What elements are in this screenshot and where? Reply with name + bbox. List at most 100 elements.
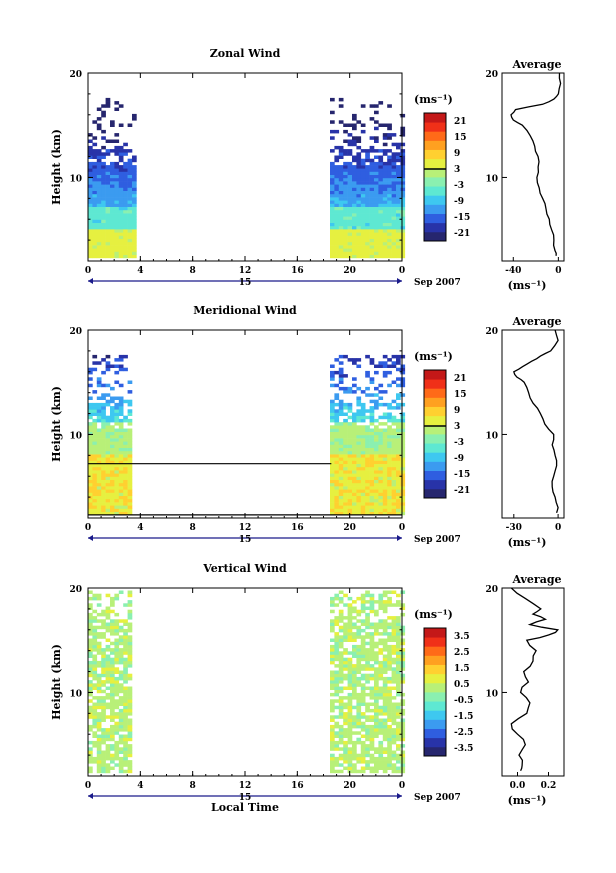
heatmap-cell	[369, 393, 375, 397]
heatmap-cell	[92, 502, 98, 506]
heatmap-cell	[400, 463, 406, 468]
heatmap-cell	[365, 760, 370, 764]
heatmap-cell	[132, 187, 137, 191]
heatmap-cell	[400, 482, 406, 487]
heatmap-cell	[374, 460, 379, 464]
heatmap-cell	[387, 479, 392, 484]
heatmap-cell	[343, 193, 348, 198]
heatmap-cell	[343, 715, 348, 719]
heatmap-cell	[118, 200, 124, 204]
heatmap-cell	[369, 651, 375, 655]
heatmap-cell	[114, 502, 120, 506]
heatmap-cell	[378, 181, 384, 185]
heatmap-cell	[347, 609, 353, 614]
heatmap-cell	[132, 245, 137, 249]
heatmap-cell	[347, 502, 353, 506]
heatmap-cell	[387, 209, 392, 214]
heatmap-cell	[374, 476, 379, 480]
heatmap-cell	[338, 505, 344, 509]
heatmap-cell	[400, 760, 406, 764]
heatmap-cell	[330, 219, 335, 223]
heatmap-cell	[356, 396, 362, 400]
heatmap-cell	[352, 450, 357, 455]
heatmap-cell	[92, 418, 98, 423]
heatmap-cell	[382, 712, 388, 716]
heatmap-cell	[387, 705, 392, 710]
heatmap-cell	[118, 219, 124, 223]
heatmap-cell	[330, 680, 335, 684]
heatmap-cell	[360, 638, 366, 642]
heatmap-cell	[369, 441, 375, 445]
heatmap-cell	[378, 161, 384, 166]
heatmap-cell	[360, 193, 366, 198]
heatmap-cell	[88, 193, 93, 198]
heatmap-cell	[400, 152, 406, 156]
heatmap-cell	[110, 689, 115, 694]
heatmap-cell	[92, 245, 98, 249]
heatmap-cell	[360, 740, 366, 745]
heatmap-cell	[338, 168, 344, 172]
heatmap-cell	[96, 705, 102, 710]
heatmap-cell	[356, 619, 362, 623]
heatmap-cell	[347, 606, 353, 610]
heatmap-cell	[105, 454, 111, 458]
heatmap-cell	[132, 222, 137, 227]
heatmap-cell	[365, 622, 370, 626]
heatmap-cell	[391, 763, 397, 767]
heatmap-cell	[88, 625, 93, 630]
heatmap-cell	[105, 473, 111, 477]
heatmap-cell	[127, 473, 133, 477]
heatmap-cell	[101, 168, 106, 172]
heatmap-cell	[360, 744, 366, 748]
heatmap-cell	[132, 168, 137, 172]
colorbar-tick-label: -9	[454, 454, 464, 464]
heatmap-cell	[356, 596, 362, 601]
heatmap-cell	[356, 760, 362, 764]
heatmap-cell	[347, 612, 353, 617]
heatmap-cell	[378, 492, 384, 496]
heatmap-cell	[378, 206, 384, 211]
heatmap-cell	[360, 171, 366, 175]
heatmap-cell	[114, 482, 120, 487]
heatmap-cell	[365, 393, 370, 397]
colorbar-swatch	[424, 167, 446, 178]
heatmap-cell	[101, 245, 106, 249]
heatmap-cell	[378, 438, 384, 442]
heatmap-cell	[396, 670, 401, 674]
colorbar-swatch	[424, 122, 446, 132]
heatmap-cell	[343, 197, 348, 201]
heatmap-cell	[343, 161, 348, 166]
heatmap-cell	[96, 632, 102, 636]
heatmap-cell	[396, 747, 401, 751]
heatmap-cell	[92, 635, 98, 639]
heatmap-cell	[96, 747, 102, 751]
heatmap-cell	[96, 245, 102, 249]
profile-title: Average	[511, 58, 561, 71]
heatmap-cell	[338, 145, 344, 150]
heatmap-cell	[338, 354, 344, 359]
heatmap-cell	[396, 450, 401, 455]
heatmap-cell	[110, 396, 115, 400]
heatmap-cell	[114, 444, 120, 448]
heatmap-cell	[356, 657, 362, 662]
heatmap-cell	[343, 428, 348, 432]
heatmap-cell	[356, 425, 362, 429]
heatmap-cell	[396, 425, 401, 429]
heatmap-cell	[96, 219, 102, 223]
heatmap-cell	[387, 431, 392, 436]
heatmap-cell	[400, 744, 406, 748]
heatmap-cell	[378, 596, 384, 601]
heatmap-cell	[369, 724, 375, 729]
heatmap-cell	[334, 705, 340, 710]
heatmap-cell	[114, 657, 120, 662]
heatmap-cell	[132, 213, 137, 217]
heatmap-cell	[374, 721, 379, 726]
heatmap-cell	[400, 254, 406, 259]
heatmap-cell	[382, 632, 388, 636]
colorbar-swatch	[424, 628, 446, 638]
heatmap-cell	[88, 161, 93, 166]
heatmap-cell	[105, 165, 111, 169]
heatmap-cell	[352, 213, 357, 217]
heatmap-cell	[400, 664, 406, 668]
heatmap-cell	[330, 441, 335, 445]
